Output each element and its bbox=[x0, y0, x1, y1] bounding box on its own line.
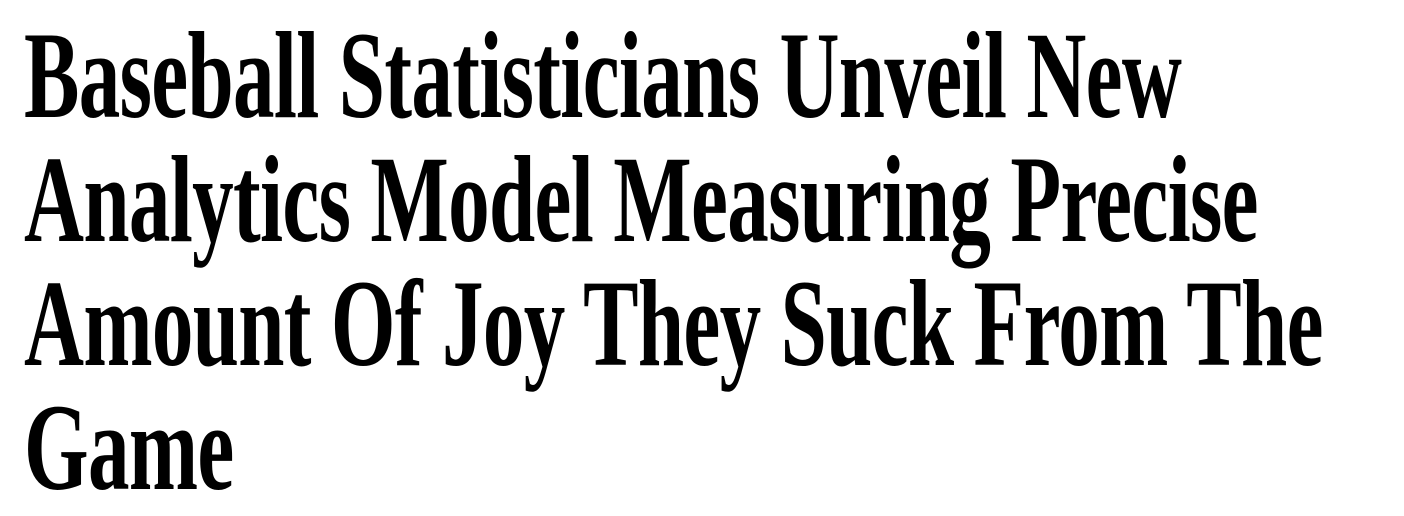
headline-line-4: Game bbox=[24, 379, 234, 516]
article-headline: Baseball Statisticians Unveil New Analyt… bbox=[24, 14, 1394, 510]
headline-line-3: Amount Of Joy They Suck From The bbox=[24, 255, 1323, 392]
article-headline-container: Baseball Statisticians Unveil New Analyt… bbox=[24, 14, 1394, 510]
headline-line-1: Baseball Statisticians Unveil New bbox=[24, 7, 1182, 144]
headline-line-2: Analytics Model Measuring Precise bbox=[24, 131, 1259, 268]
